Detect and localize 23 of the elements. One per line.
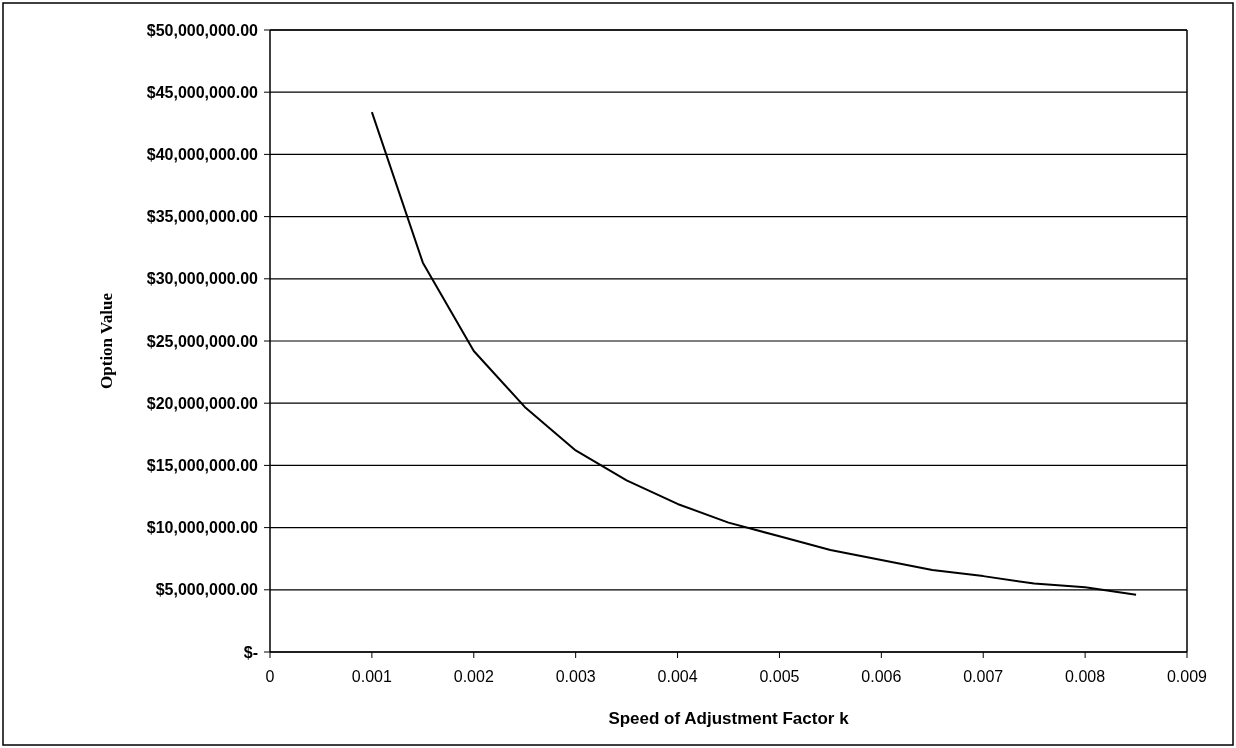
x-tick-label: 0.003	[555, 668, 596, 685]
x-tick-label: 0.007	[963, 668, 1004, 685]
y-axis-title: Option Value	[97, 292, 116, 389]
y-tick-label: $40,000,000.00	[146, 146, 259, 163]
x-tick-label: 0.004	[657, 668, 698, 685]
x-tick-label: 0	[265, 668, 275, 685]
y-tick-label: $50,000,000.00	[146, 21, 259, 39]
x-axis-title: Speed of Adjustment Factor k	[608, 709, 850, 728]
x-tick-label: 0.006	[861, 668, 902, 685]
x-tick-label: 0.001	[351, 668, 393, 685]
y-tick-label: $20,000,000.00	[146, 394, 259, 412]
y-tick-label: $25,000,000.00	[146, 332, 259, 350]
y-tick-label: $35,000,000.00	[146, 208, 259, 226]
y-tick-label: $10,000,000.00	[146, 519, 259, 537]
y-tick-label: $30,000,000.00	[146, 270, 259, 288]
y-tick-label: $5,000,000.00	[155, 581, 259, 599]
x-tick-label: 0.008	[1065, 668, 1106, 685]
y-tick-label: $45,000,000.00	[146, 83, 259, 101]
y-tick-label: $-	[243, 643, 258, 661]
y-tick-label: $15,000,000.00	[146, 457, 259, 474]
x-tick-label: 0.002	[453, 668, 494, 685]
x-tick-label: 0.009	[1166, 668, 1208, 685]
x-tick-label: 0.005	[759, 668, 800, 685]
